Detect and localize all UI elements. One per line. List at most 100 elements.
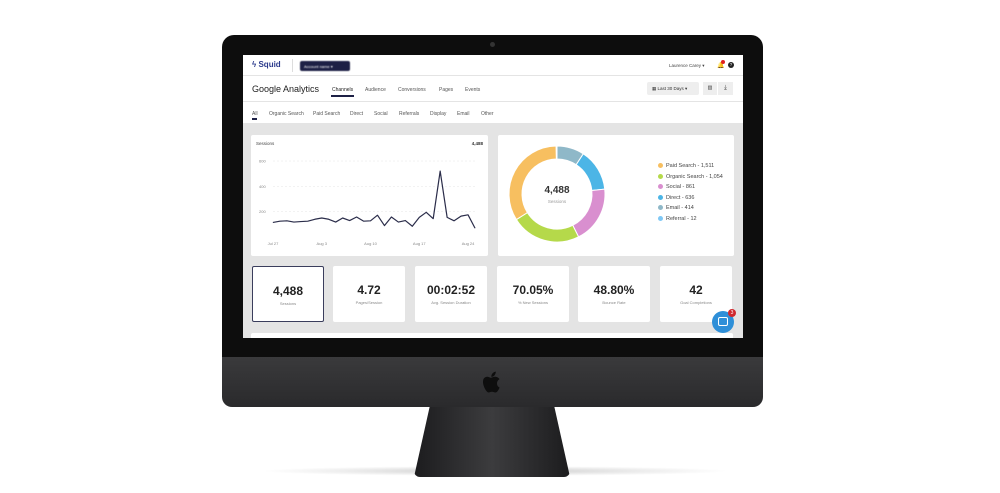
tab-channels[interactable]: Channels [332, 87, 354, 93]
data-point [418, 217, 420, 218]
legend-dot [658, 194, 663, 200]
data-point [293, 221, 295, 223]
legend-item: Paid Search - 1,511 [658, 163, 723, 169]
line-card-title: Sessions [256, 141, 275, 146]
subtab-organic-search[interactable]: Organic Search [269, 111, 304, 117]
legend-item: Organic Search - 1,054 [658, 173, 723, 180]
chat-icon [718, 317, 728, 326]
kpi-new-sessions[interactable]: 70.05% % New Sessions [497, 266, 569, 322]
kpi-avg-session-duration[interactable]: 00:02:52 Avg. Session Duration [415, 266, 487, 322]
legend-item: Direct - 636 [658, 194, 723, 201]
logo[interactable]: ϟ Squid [252, 60, 281, 69]
data-point [425, 212, 427, 213]
camera [490, 42, 495, 47]
subtab-social[interactable]: Social [374, 111, 388, 117]
logo-icon: ϟ [252, 60, 257, 69]
kpi-value: 4,488 [272, 284, 304, 298]
x-tick-label: Aug 24 [462, 241, 475, 246]
kpi-sessions[interactable]: 4,488 Sessions [252, 266, 324, 322]
donut-slice [515, 211, 580, 243]
legend-label: Paid Search - 1,511 [666, 163, 715, 169]
data-point [349, 220, 350, 221]
data-point [314, 218, 316, 220]
kpi-bounce-rate[interactable]: 48.80% Bounce Rate [578, 266, 650, 322]
legend-label: Referral - 12 [666, 215, 697, 222]
y-tick-label: 600 [259, 159, 266, 164]
tab-conversions[interactable]: Conversions [398, 87, 426, 93]
data-point [342, 217, 343, 219]
data-point [398, 221, 399, 223]
x-tick-label: Aug 3 [317, 241, 328, 246]
legend-item: Email - 414 [658, 205, 723, 211]
legend-item: Social - 861 [658, 184, 723, 190]
kpi-label: Pages/Session [355, 300, 383, 305]
data-point [460, 215, 462, 217]
channel-donut-card: 4,488 Sessions Paid Search - 1,511 Organi… [498, 135, 734, 256]
donut-slice [508, 145, 557, 221]
subtab-display[interactable]: Display [430, 111, 447, 117]
legend-label: Direct - 636 [666, 194, 695, 201]
donut-legend: Paid Search - 1,511 Organic Search - 1,05… [658, 163, 723, 227]
date-range-picker[interactable]: ▦ Last 30 Days ▾ [647, 82, 699, 95]
kpi-value: 00:02:52 [426, 283, 476, 297]
subtab-other[interactable]: Other [481, 111, 494, 117]
data-point [453, 220, 455, 222]
imac-chin [222, 357, 763, 407]
user-menu[interactable]: Laurence Carey ▾ [669, 63, 705, 68]
notification-badge [721, 60, 725, 64]
download-icon[interactable]: ⤓ [718, 82, 733, 95]
x-tick-label: Jul 27 [268, 241, 279, 246]
data-point [272, 222, 274, 223]
divider [292, 59, 293, 72]
data-point [286, 220, 288, 222]
data-point [439, 170, 441, 172]
active-tab-underline [331, 95, 354, 97]
tab-events[interactable]: Events [465, 87, 481, 93]
donut-slice [572, 188, 606, 238]
x-tick-label: Aug 17 [413, 241, 426, 246]
data-point [328, 218, 330, 220]
legend-label: Email - 414 [666, 205, 694, 212]
calendar-icon: ▦ [652, 86, 657, 91]
account-selector[interactable]: Account name ▾ [300, 61, 350, 71]
data-point [474, 227, 476, 229]
legend-dot [658, 163, 663, 168]
page-title: Google Analytics [252, 84, 320, 94]
bottom-card [251, 333, 733, 338]
kpi-value: 70.05% [512, 283, 554, 297]
columns-icon[interactable]: ▥ [703, 82, 717, 95]
data-point [467, 214, 469, 216]
legend-label: Social - 861 [666, 184, 696, 191]
data-point [432, 218, 434, 219]
kpi-label: Bounce Rate [602, 300, 626, 305]
tab-audience[interactable]: Audience [365, 87, 386, 93]
subtab-direct[interactable]: Direct [350, 111, 364, 117]
chat-badge: 3 [728, 309, 736, 317]
kpi-value: 42 [689, 283, 703, 297]
sessions-line-chart: 600 400 200 Jul 27 Aug 3 Aug 10 Aug 17 Aug 24 [259, 159, 476, 246]
donut-slice [575, 153, 606, 192]
y-tick-label: 200 [259, 209, 266, 214]
line-card-total: 4,488 [471, 141, 483, 146]
page-header: Google Analytics Channels Audience Conve… [243, 76, 743, 102]
chat-button[interactable] [712, 311, 734, 333]
tab-pages[interactable]: Pages [439, 87, 454, 93]
data-point [377, 214, 378, 216]
data-point [412, 225, 413, 227]
donut-total: 4,488 [544, 185, 570, 196]
legend-dot [658, 184, 663, 190]
subtab-email[interactable]: Email [457, 111, 470, 117]
subtab-referrals[interactable]: Referrals [399, 111, 420, 117]
y-tick-label: 400 [259, 184, 266, 189]
legend-label: Organic Search - 1,054 [666, 173, 723, 180]
kpi-label: Sessions [279, 301, 297, 306]
donut-label: Sessions [547, 199, 567, 204]
subtab-paid-search[interactable]: Paid Search [313, 111, 341, 117]
help-icon[interactable]: ? [728, 62, 734, 68]
screen: ϟ Squid Account name ▾ Laurence Carey ▾ … [243, 55, 743, 338]
subtab-all[interactable]: All [252, 111, 258, 117]
bell-icon[interactable]: 🔔 [717, 63, 725, 69]
data-point [370, 220, 371, 222]
legend-dot [658, 173, 663, 179]
kpi-pages-session[interactable]: 4.72 Pages/Session [333, 266, 405, 322]
